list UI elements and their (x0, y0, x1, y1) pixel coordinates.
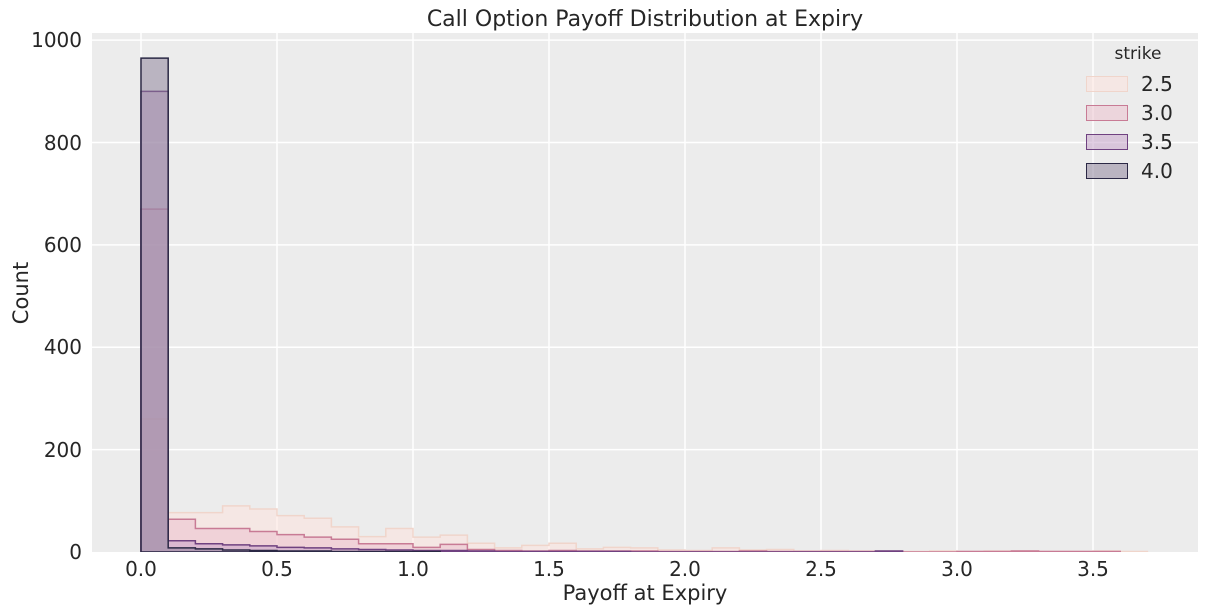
x-tick-label: 0.0 (125, 557, 157, 581)
legend-entry-label: 4.0 (1141, 158, 1173, 183)
x-tick-label: 0.5 (261, 557, 293, 581)
x-axis-label: Payoff at Expiry (562, 581, 728, 605)
legend-swatch-icon (1086, 75, 1128, 92)
y-axis-label: Count (9, 261, 33, 325)
legend-entry-label: 2.5 (1141, 71, 1173, 96)
legend-entry: 2.5 (1086, 69, 1211, 98)
legend-entry-label: 3.0 (1141, 100, 1173, 125)
histogram-canvas (92, 33, 1198, 552)
x-tick-label: 1.5 (533, 557, 565, 581)
legend-entry: 3.5 (1086, 127, 1211, 156)
legend-title: strike (1114, 44, 1162, 64)
chart-title: Call Option Payoff Distribution at Expir… (426, 7, 864, 32)
y-tick-label: 0 (69, 540, 82, 564)
x-tick-label: 3.5 (1077, 557, 1109, 581)
y-tick-label: 400 (43, 335, 82, 360)
y-tick-label: 1000 (31, 28, 82, 53)
x-tick-label: 1.0 (397, 557, 429, 581)
legend: strike 2.5 3.0 3.5 4.0 (1086, 44, 1211, 185)
x-tick-label: 3.0 (941, 557, 973, 581)
legend-entry-label: 3.5 (1141, 129, 1173, 154)
x-tick-label: 2.0 (669, 557, 701, 581)
legend-entry: 4.0 (1086, 156, 1211, 185)
legend-entry: 3.0 (1086, 98, 1211, 127)
y-tick-label: 600 (43, 232, 82, 257)
y-tick-label: 200 (43, 437, 82, 462)
plot-area: strike 2.5 3.0 3.5 4.0 (92, 33, 1198, 552)
legend-swatch-icon (1086, 133, 1128, 150)
x-tick-label: 2.5 (805, 557, 837, 581)
legend-swatch-icon (1086, 104, 1128, 121)
legend-swatch-icon (1086, 162, 1128, 179)
y-tick-label: 800 (43, 130, 82, 155)
